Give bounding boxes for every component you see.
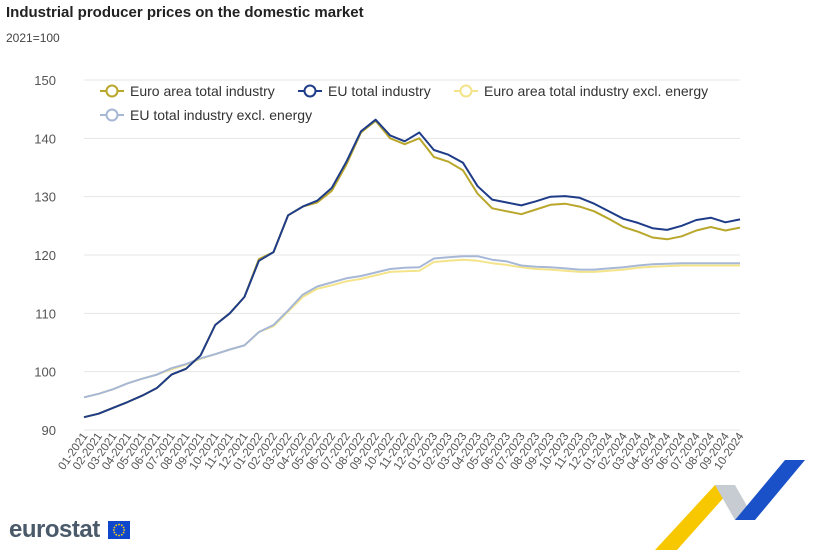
eurostat-logo: eurostat [9, 516, 100, 543]
legend-entry[interactable]: Euro area total industry [130, 83, 275, 99]
y-tick-label: 110 [35, 306, 56, 321]
legend-marker [303, 84, 317, 98]
legend-entry[interactable]: EU total industry [328, 83, 431, 99]
chart-subtitle: 2021=100 [6, 31, 60, 45]
chart-title: Industrial producer prices on the domest… [6, 4, 364, 21]
series-line [83, 118, 741, 419]
eu-flag-icon [108, 521, 130, 539]
decorative-ribbon-icon [655, 460, 805, 550]
y-tick-label: 100 [34, 365, 56, 380]
y-tick-label: 90 [42, 423, 56, 438]
grid-lines [84, 79, 740, 431]
x-axis-ticks: 01-202102-202103-202104-202105-202106-20… [56, 430, 746, 472]
series-line [83, 258, 740, 399]
series-line [83, 119, 741, 419]
series-line [83, 255, 740, 399]
legend: Euro area total industry EU total industr… [100, 83, 708, 123]
legend-marker [105, 108, 119, 122]
legend-marker [459, 84, 473, 98]
y-tick-label: 130 [34, 190, 56, 205]
legend-entry[interactable]: Euro area total industry excl. energy [484, 83, 708, 99]
y-tick-label: 150 [34, 73, 56, 88]
y-tick-label: 120 [34, 248, 56, 263]
y-axis-ticks: 90 100 110 120 130 140 150 [34, 73, 56, 438]
legend-marker [105, 84, 119, 98]
series-lines [83, 118, 741, 419]
y-tick-label: 140 [34, 131, 56, 146]
legend-entry[interactable]: EU total industry excl. energy [130, 107, 312, 123]
